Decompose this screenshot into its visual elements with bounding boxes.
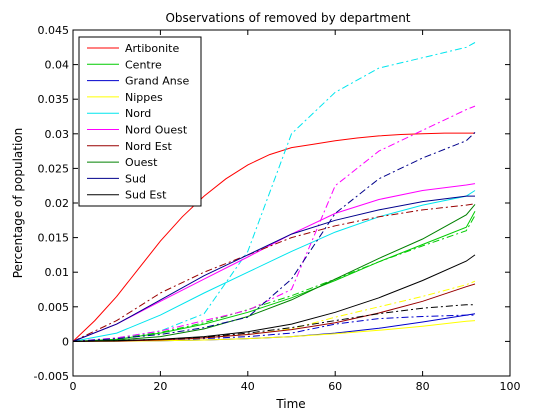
- y-tick-label: 0.02: [45, 197, 70, 210]
- series-line-sud-est: [72, 254, 476, 342]
- x-tick-label: 20: [153, 380, 167, 393]
- series-line-sud-est-observed: [72, 304, 475, 342]
- series-line-artibonite: [72, 132, 475, 342]
- series-line-centre-observed: [72, 215, 476, 342]
- x-tick-label: 100: [500, 380, 521, 393]
- x-axis-label: Time: [275, 397, 305, 411]
- y-tick-label: 0: [62, 335, 69, 348]
- y-tick-label: 0.04: [45, 59, 70, 72]
- y-tick-label: -0.005: [34, 370, 69, 383]
- x-tick-label: 40: [241, 380, 255, 393]
- y-tick-label: 0.045: [38, 24, 70, 37]
- x-tick-label: 0: [70, 380, 77, 393]
- legend-label: Ouest: [125, 156, 158, 169]
- legend-label: Grand Anse: [125, 75, 189, 88]
- legend-label: Nord Ouest: [125, 124, 188, 137]
- series-line-nord-est-observed: [72, 203, 476, 342]
- y-tick-label: 0.03: [45, 128, 70, 141]
- series-line-grand-anse-observed: [72, 314, 475, 342]
- series-line-sud: [72, 195, 475, 342]
- legend-box: [78, 36, 202, 207]
- series-line-nord-est: [72, 283, 476, 342]
- legend-label: Artibonite: [125, 42, 179, 55]
- legend-label: Nord Est: [125, 140, 172, 153]
- series-layer: [72, 42, 476, 342]
- series-line-ouest: [72, 204, 476, 342]
- x-tick-label: 80: [416, 380, 430, 393]
- series-line-nippes: [72, 320, 476, 342]
- y-tick-label: 0.01: [45, 266, 70, 279]
- chart-title: Observations of removed by department: [165, 11, 410, 25]
- legend: Artibonite Centre Grand Anse Nippes Nord Nord…: [78, 36, 202, 207]
- y-tick-label: 0.035: [38, 93, 70, 106]
- series-line-nord: [72, 190, 476, 342]
- y-tick-label: 0.025: [38, 162, 70, 175]
- legend-label: Nippes: [125, 91, 163, 104]
- legend-label: Sud Est: [125, 189, 167, 202]
- series-line-centre: [72, 211, 476, 342]
- y-axis-label: Percentage of population: [11, 128, 25, 279]
- legend-label: Sud: [125, 172, 146, 185]
- y-tick-label: 0.015: [38, 232, 70, 245]
- series-line-nord-ouest-observed: [72, 105, 476, 342]
- series-line-nord-observed: [72, 42, 476, 342]
- legend-label: Centre: [125, 58, 162, 71]
- tick-layer: 0 20 40 60 80 100-0.00500.0050.010.0150.020.0…: [34, 24, 521, 393]
- legend-label: Nord: [125, 107, 151, 120]
- y-tick-label: 0.005: [38, 301, 70, 314]
- x-tick-label: 60: [328, 380, 342, 393]
